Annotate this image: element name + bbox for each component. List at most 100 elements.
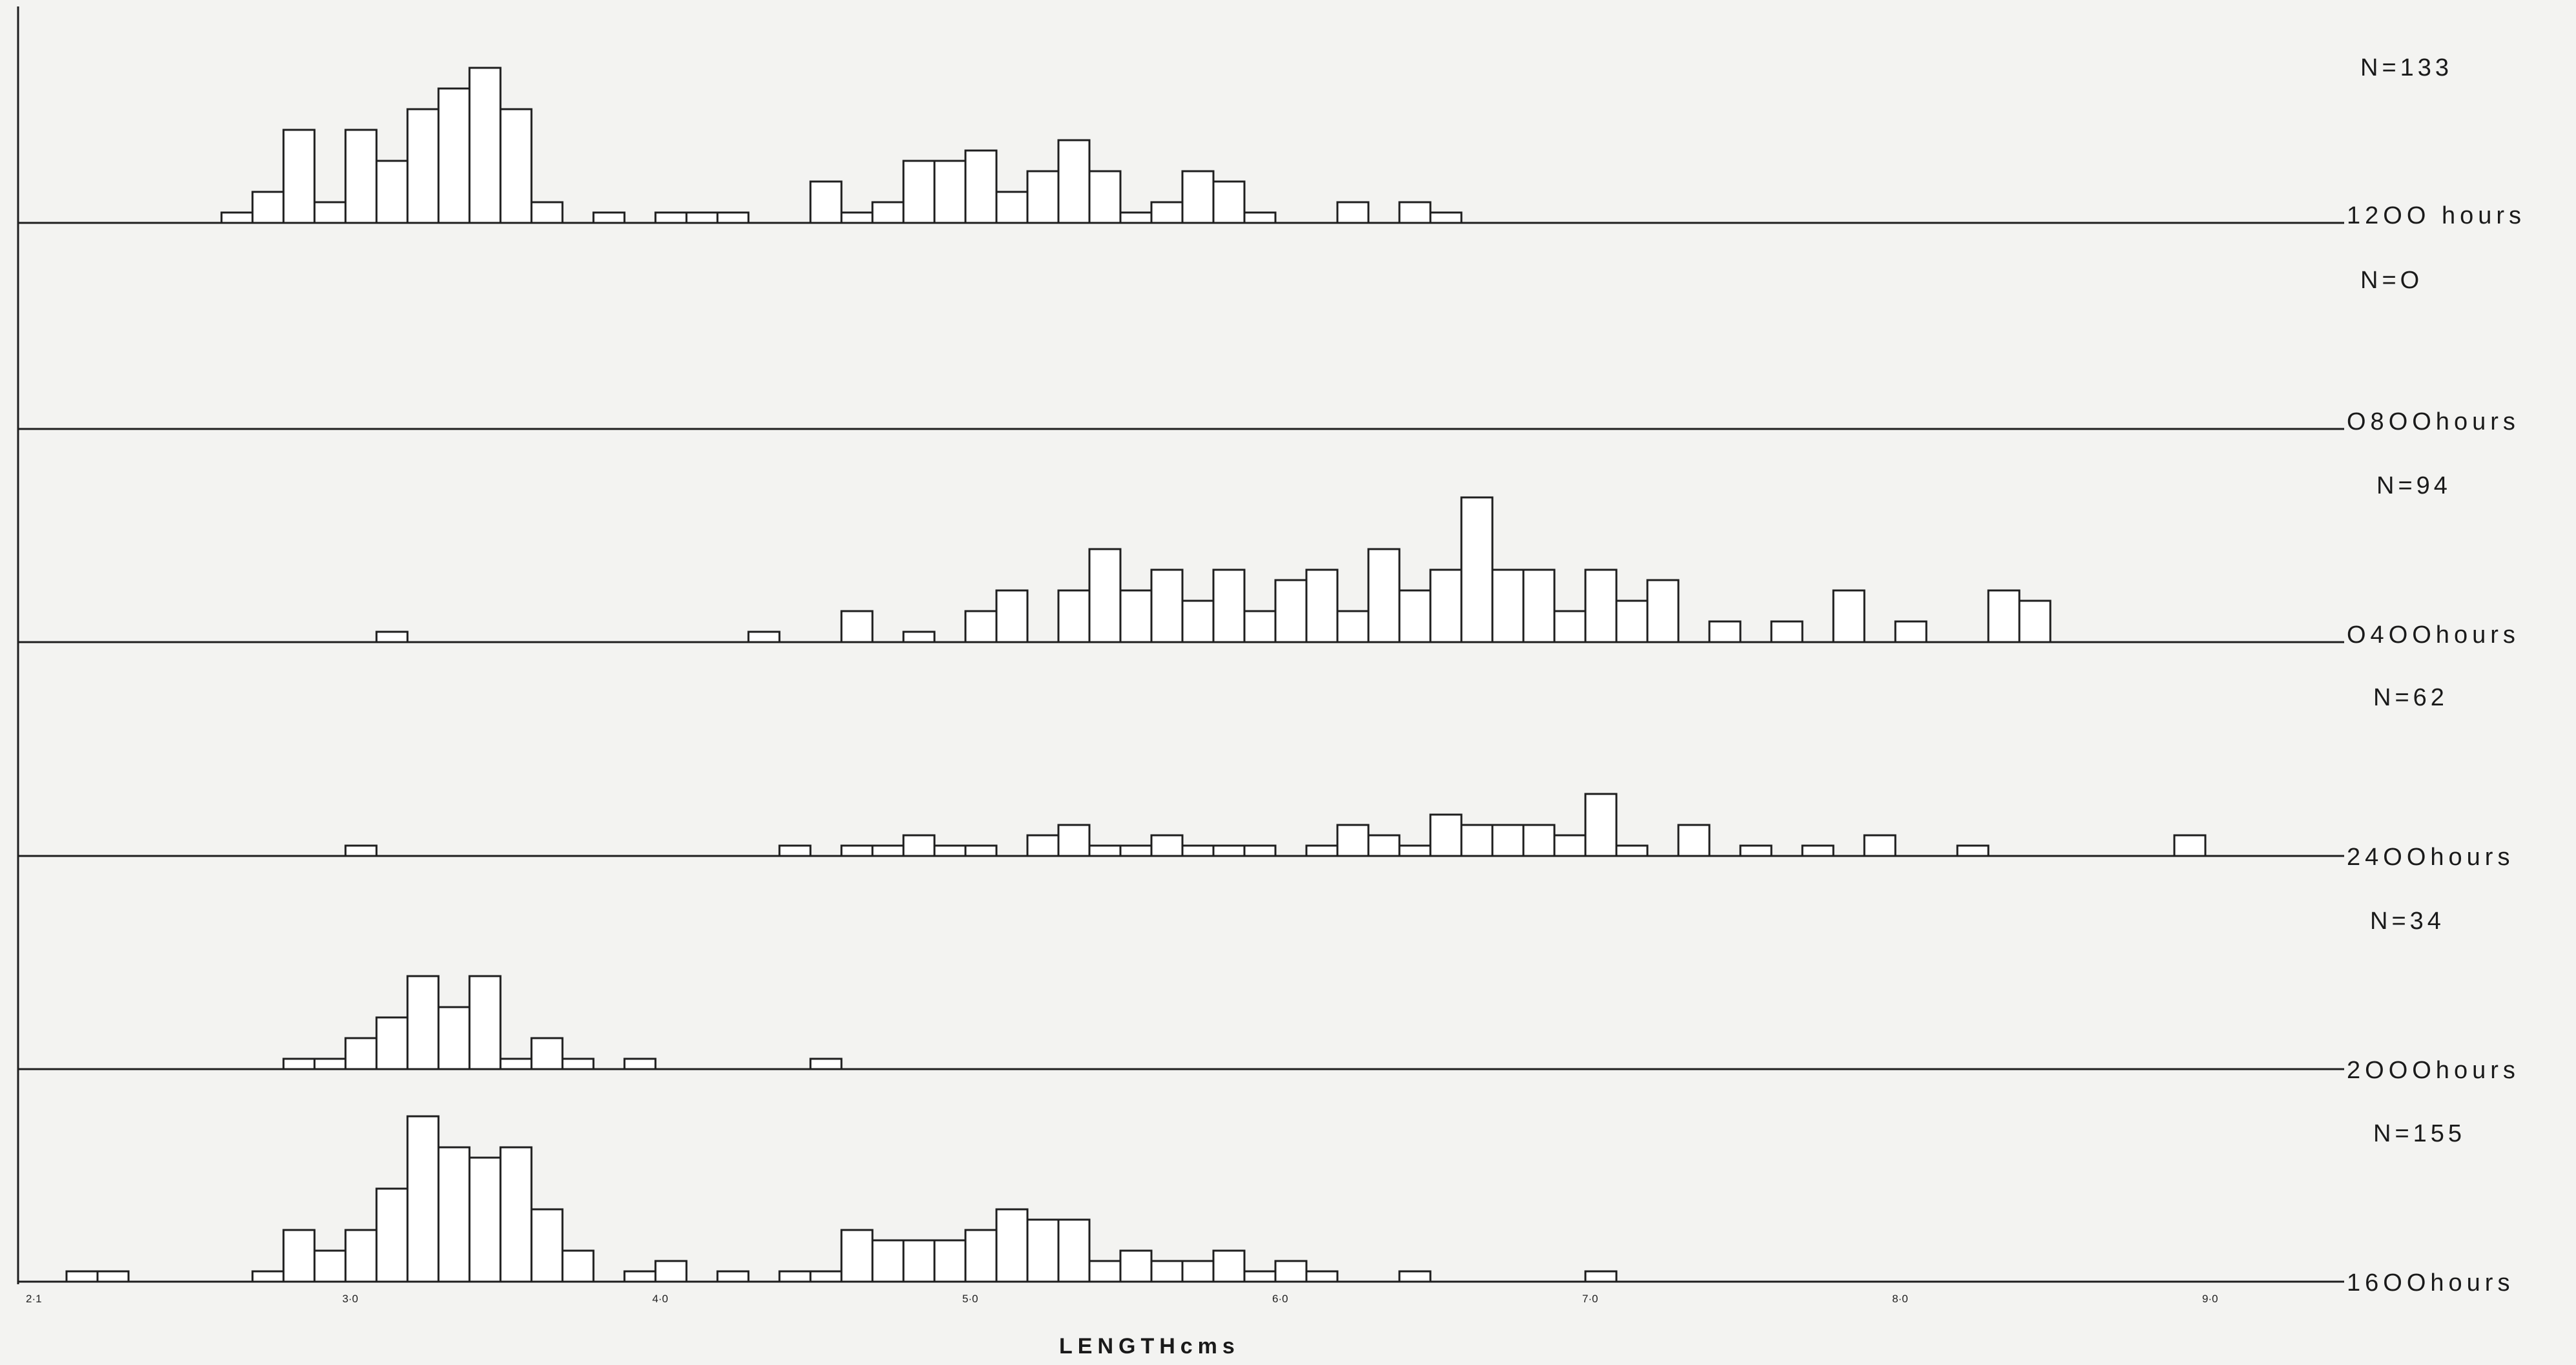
x-tick-label: 6·0 (1272, 1293, 1288, 1305)
x-tick-label: 8·0 (1892, 1293, 1908, 1305)
histogram-bar (1429, 813, 1463, 857)
panel-n-label: N=34 (2370, 908, 2445, 935)
histogram-bar (1398, 589, 1432, 643)
histogram-bar (716, 1270, 750, 1283)
histogram-bar (65, 1270, 99, 1283)
histogram-bar (840, 844, 874, 857)
panel-0400-hours: O4OOhours N=94 (18, 472, 2515, 649)
histogram-bar (747, 630, 781, 643)
histogram-bar (1119, 211, 1153, 224)
panel-2400-hours: 24OOhours N=62 (18, 684, 2509, 871)
histogram-bar (933, 1239, 967, 1283)
histogram-bar (1801, 844, 1835, 857)
histogram-bar (2018, 599, 2052, 643)
panel-n-label: N=94 (2376, 472, 2451, 499)
histogram-bar (1615, 844, 1649, 857)
histogram-bar (1305, 1270, 1339, 1283)
histogram-bar (1026, 170, 1060, 224)
histogram-bar (437, 1146, 471, 1283)
histogram-bar (1243, 211, 1277, 224)
histogram-bar (1305, 568, 1339, 643)
histogram-bar (1584, 1270, 1618, 1283)
histogram-bar (530, 201, 564, 224)
histogram-bar (871, 1239, 905, 1283)
panel-time-label: 16OOhours (2347, 1269, 2514, 1297)
histogram-bar (840, 1229, 874, 1283)
histogram-bar (933, 844, 967, 857)
histogram-bar (1274, 579, 1308, 643)
histogram-bar (1057, 1218, 1091, 1283)
histogram-bar (871, 201, 905, 224)
histogram-bar (840, 610, 874, 643)
histogram-bar (561, 1058, 595, 1070)
histogram-bar (1150, 568, 1184, 643)
histogram-bar (375, 1016, 409, 1070)
histogram-bar (1522, 824, 1556, 857)
panel-n-label: N=155 (2373, 1120, 2466, 1147)
panel-1200-hours: 12OO hours N=133 (18, 54, 2526, 229)
histogram-bar (902, 1239, 936, 1283)
histogram-bar (1863, 834, 1897, 857)
histogram-bar (282, 129, 316, 224)
histogram-bar (1181, 599, 1215, 643)
x-tick-label: 2·1 (26, 1293, 42, 1305)
histogram-bar (840, 211, 874, 224)
histogram-bar (964, 844, 998, 857)
histogram-bar (1274, 1260, 1308, 1283)
histogram-bar (1460, 496, 1494, 643)
histogram-bar (1367, 834, 1401, 857)
histogram-bar (995, 1208, 1029, 1283)
histogram-bar (1119, 844, 1153, 857)
histogram-bar (1026, 1218, 1060, 1283)
histogram-bar (1336, 201, 1370, 224)
panel-time-label: O8OOhours (2347, 408, 2520, 435)
panel-0800-hours: O8OOhours N=O (18, 267, 2520, 435)
histogram-bar (809, 1058, 843, 1070)
histogram-bar (995, 589, 1029, 643)
histogram-bar (96, 1270, 130, 1283)
histogram-bar (716, 211, 750, 224)
histogram-bar (1553, 834, 1587, 857)
histogram-bar (1088, 170, 1122, 224)
histogram-bar (654, 1260, 688, 1283)
histogram-bar (406, 108, 440, 224)
histogram-bar (2173, 834, 2207, 857)
histogram-bar (344, 1229, 378, 1283)
histogram-bar (1584, 793, 1618, 857)
histogram-bar (1057, 139, 1091, 224)
histogram-bar (623, 1058, 657, 1070)
histogram-bar (1243, 610, 1277, 643)
histogram-bar (592, 211, 626, 224)
histogram-bar (313, 1058, 347, 1070)
histogram-bar (499, 108, 533, 224)
histogram-bar (871, 844, 905, 857)
histogram-bar (1739, 844, 1773, 857)
panel-1600-hours: 16OOhours N=155 (18, 1115, 2514, 1297)
panel-time-label: 12OO hours (2347, 202, 2526, 229)
x-tick-label: 5·0 (962, 1293, 978, 1305)
histogram-bar (499, 1058, 533, 1070)
histogram-bar (1150, 834, 1184, 857)
histogram-bar (1212, 844, 1246, 857)
histogram-bar (778, 844, 812, 857)
histogram-bar (1522, 568, 1556, 643)
histogram-bar (437, 87, 471, 224)
histogram-bar (1305, 844, 1339, 857)
histogram-bar (995, 191, 1029, 224)
histogram-bar (313, 201, 347, 224)
histogram-bar (1181, 170, 1215, 224)
x-tick-label: 9·0 (2202, 1293, 2218, 1305)
histogram-bar (1088, 548, 1122, 643)
histogram-bar (1398, 844, 1432, 857)
histogram-bar (1367, 548, 1401, 643)
histogram-bar (282, 1058, 316, 1070)
histogram-bar (344, 1037, 378, 1070)
histogram-bar (1181, 1260, 1215, 1283)
histogram-bar (1770, 620, 1804, 643)
histogram-bar (902, 630, 936, 643)
panel-n-label: N=133 (2360, 54, 2453, 81)
histogram-bar (1212, 568, 1246, 643)
histogram-bar (1646, 579, 1680, 643)
x-tick-label: 7·0 (1582, 1293, 1598, 1305)
